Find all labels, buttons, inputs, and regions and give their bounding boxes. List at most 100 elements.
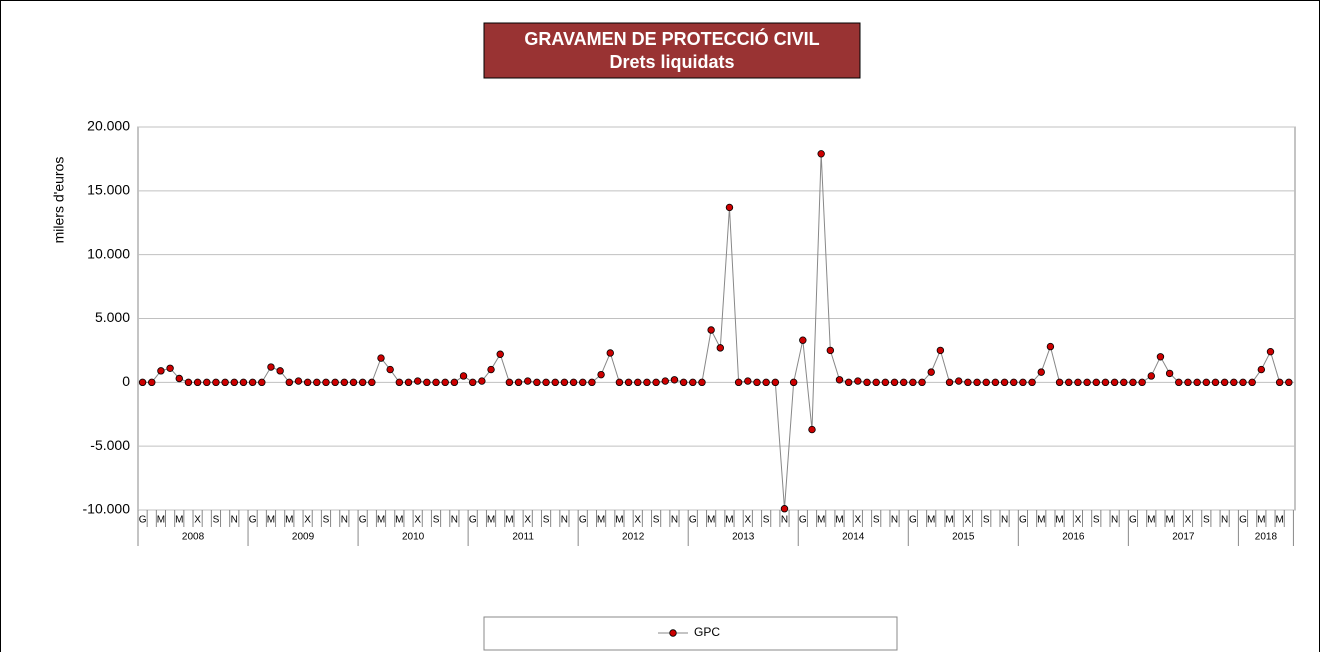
data-point <box>725 203 734 212</box>
data-point <box>285 378 294 387</box>
x-tick-label: S <box>983 515 990 526</box>
legend-label: GPC <box>694 625 720 639</box>
data-point <box>413 377 422 385</box>
y-tick-label: 20.000 <box>87 118 130 134</box>
x-tick-label: M <box>175 515 183 526</box>
x-tick-label: S <box>543 515 550 526</box>
x-tick-label: M <box>285 515 293 526</box>
data-point <box>890 378 899 387</box>
data-point <box>789 378 798 387</box>
x-tick-label: G <box>579 515 587 526</box>
data-point <box>212 378 220 387</box>
chart-subtitle: Drets liquidats <box>609 52 734 72</box>
data-point <box>514 378 523 387</box>
data-point <box>349 378 358 387</box>
data-point <box>945 378 954 387</box>
data-point <box>643 378 651 387</box>
x-tick-label: X <box>744 515 751 526</box>
x-tick-label: M <box>927 515 935 526</box>
data-point <box>661 377 669 385</box>
data-point <box>679 378 688 387</box>
data-point <box>423 378 431 387</box>
x-tick-label: M <box>1055 515 1063 526</box>
data-point <box>973 378 981 387</box>
data-point <box>441 378 449 387</box>
data-point <box>1257 365 1266 374</box>
data-point <box>716 344 724 352</box>
x-tick-label: N <box>1221 515 1228 526</box>
x-tick-label: X <box>634 515 641 526</box>
data-point <box>322 378 330 387</box>
data-point <box>1138 378 1146 387</box>
x-tick-label: M <box>817 515 825 526</box>
x-tick-label: M <box>377 515 385 526</box>
x-tick-label: G <box>139 515 147 526</box>
x-tick-label: M <box>1147 515 1155 526</box>
x-tick-label: G <box>909 515 917 526</box>
x-tick-label: X <box>965 515 972 526</box>
x-tick-label: M <box>505 515 513 526</box>
data-point <box>221 378 229 387</box>
data-point <box>1266 347 1275 356</box>
data-point <box>524 377 532 385</box>
legend-box <box>483 616 898 651</box>
legend-marker <box>669 629 677 637</box>
data-point <box>294 377 303 385</box>
data-point <box>918 378 926 387</box>
data-point <box>597 370 605 379</box>
data-point <box>487 365 495 374</box>
x-tick-label: M <box>1037 515 1045 526</box>
data-point <box>588 378 596 387</box>
data-point <box>569 378 578 387</box>
data-point <box>1285 378 1293 387</box>
data-point <box>744 377 752 385</box>
x-tick-label: S <box>433 515 440 526</box>
data-point <box>734 378 743 387</box>
data-point <box>844 378 853 387</box>
data-point <box>1092 378 1100 387</box>
year-label: 2011 <box>512 532 534 543</box>
data-point <box>982 378 990 387</box>
x-tick-label: N <box>341 515 348 526</box>
data-point <box>670 376 679 384</box>
data-point <box>991 378 1000 387</box>
data-point <box>276 367 284 375</box>
data-point <box>395 378 404 387</box>
year-label: 2017 <box>1172 532 1195 543</box>
data-point <box>634 378 642 387</box>
data-point <box>432 378 440 387</box>
x-tick-label: X <box>414 515 421 526</box>
data-point <box>753 378 761 387</box>
data-point <box>551 378 559 387</box>
x-tick-label: N <box>231 515 238 526</box>
data-point <box>955 377 963 385</box>
data-point <box>698 378 706 387</box>
x-tick-label: S <box>1093 515 1100 526</box>
data-point <box>184 378 193 387</box>
data-point <box>157 367 165 375</box>
data-point <box>368 378 376 387</box>
data-point <box>817 150 825 158</box>
data-point <box>689 378 697 387</box>
data-point <box>505 378 514 387</box>
x-tick-label: M <box>945 515 953 526</box>
data-point <box>358 378 367 387</box>
data-point <box>799 336 807 344</box>
x-tick-label: S <box>1203 515 1210 526</box>
data-point <box>1120 378 1128 387</box>
data-point <box>652 378 660 387</box>
data-point <box>313 378 321 387</box>
x-tick-label: G <box>799 515 807 526</box>
data-point <box>615 378 624 387</box>
x-tick-label: M <box>615 515 623 526</box>
year-label: 2014 <box>842 532 865 543</box>
x-tick-label: M <box>707 515 715 526</box>
data-point <box>780 505 789 513</box>
data-point <box>138 378 147 387</box>
x-tick-label: M <box>725 515 733 526</box>
x-tick-label: X <box>194 515 201 526</box>
y-tick-label: 0 <box>122 373 130 389</box>
data-point <box>478 377 486 385</box>
data-point <box>1010 378 1018 387</box>
